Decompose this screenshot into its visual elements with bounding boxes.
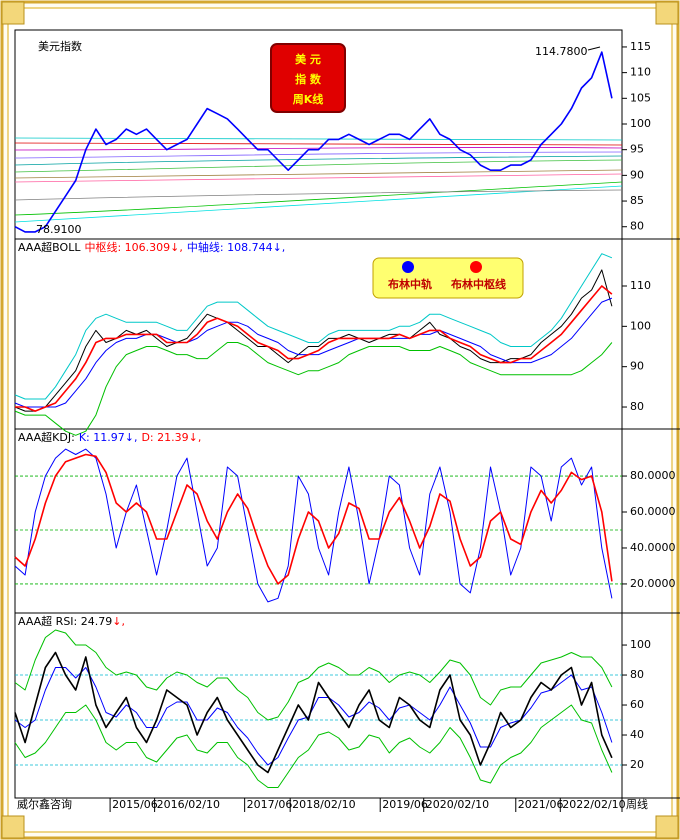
ma-line (14, 181, 623, 216)
y-tick-label: 100 (630, 319, 651, 332)
series-line (14, 453, 613, 585)
y-tick-label: 40.0000 (630, 541, 676, 554)
legend-label: 布林中枢线 (451, 277, 506, 291)
ma-line (14, 142, 623, 146)
y-tick-label: 100 (630, 117, 651, 130)
y-tick-label: 80 (630, 668, 644, 681)
series-line (14, 51, 613, 233)
panel-header: 美元指数 (38, 39, 82, 53)
series-line (14, 651, 613, 774)
header-title: AAA超KDJ: (18, 430, 75, 444)
badge-text: 指 数 (295, 72, 322, 86)
annotation: 78.9100 (36, 223, 82, 236)
y-tick-label: 20 (630, 758, 644, 771)
y-tick-label: 90 (630, 168, 644, 181)
header-title: AAA超 RSI: 24.79 (18, 614, 112, 628)
badge-text: 周K线 (293, 92, 324, 106)
series-line (14, 342, 613, 436)
source-label: 威尔鑫咨询 (17, 797, 72, 811)
y-tick-label: 80.0000 (630, 469, 676, 482)
panel-header: AAA超BOLL 中枢线: 106.309↓, 中轴线: 108.744↓, (18, 240, 285, 254)
ma-line (14, 147, 623, 151)
header-item: 中枢线: 106.309↓, (84, 240, 182, 254)
y-tick-label: 85 (630, 194, 644, 207)
series-line (15, 285, 613, 412)
x-tick-label: 2017/06 (247, 798, 293, 811)
x-tick-label: 2021/06 (518, 798, 564, 811)
panel-header: AAA超KDJ: K: 11.97↓, D: 21.39↓, (18, 430, 201, 444)
y-tick-label: 110 (630, 279, 651, 292)
y-tick-label: 115 (630, 40, 651, 53)
annotation: 114.7800 (535, 45, 588, 58)
header-item: ↓, (112, 615, 125, 628)
header-title: AAA超BOLL (18, 240, 81, 254)
y-tick-label: 80 (630, 220, 644, 233)
x-tick-label: 2022/02/10 (562, 798, 625, 811)
header-item: K: 11.97↓, (79, 431, 138, 444)
series-line (14, 448, 613, 603)
y-tick-label: 90 (630, 360, 644, 373)
x-tick-label: 2018/02/10 (292, 798, 355, 811)
y-tick-label: 100 (630, 638, 651, 651)
badge-text: 美 元 (295, 52, 321, 66)
series-line (14, 629, 613, 721)
legend-label: 布林中轨 (388, 277, 432, 291)
header-title: 美元指数 (38, 39, 82, 53)
corner (655, 1, 679, 25)
badge (270, 43, 346, 113)
corner (1, 815, 25, 839)
period-label: 周线 (626, 797, 648, 811)
legend-dot (470, 261, 482, 273)
y-tick-label: 60.0000 (630, 505, 676, 518)
ma-line (14, 185, 623, 223)
y-tick-label: 20.0000 (630, 577, 676, 590)
panel-header: AAA超 RSI: 24.79↓, (18, 614, 125, 628)
legend-dot (402, 261, 414, 273)
x-tick-label: 2020/02/10 (426, 798, 489, 811)
corner (655, 815, 679, 839)
header-item: D: 21.39↓, (141, 431, 201, 444)
x-tick-label: 2015/06 (112, 798, 158, 811)
y-tick-label: 40 (630, 728, 644, 741)
header-item: 中轴线: 108.744↓, (187, 240, 285, 254)
y-tick-label: 60 (630, 698, 644, 711)
y-tick-label: 110 (630, 66, 651, 79)
y-tick-label: 105 (630, 91, 651, 104)
plot-frame (14, 29, 623, 799)
corner (1, 1, 25, 25)
y-tick-label: 80 (630, 400, 644, 413)
ma-line (14, 155, 623, 166)
series-line (14, 253, 613, 400)
series-line (14, 704, 613, 788)
annotation-leader (587, 46, 601, 51)
x-tick-label: 2019/06 (382, 798, 428, 811)
ma-line (14, 189, 623, 201)
y-tick-label: 95 (630, 143, 644, 156)
x-tick-label: 2016/02/10 (157, 798, 220, 811)
